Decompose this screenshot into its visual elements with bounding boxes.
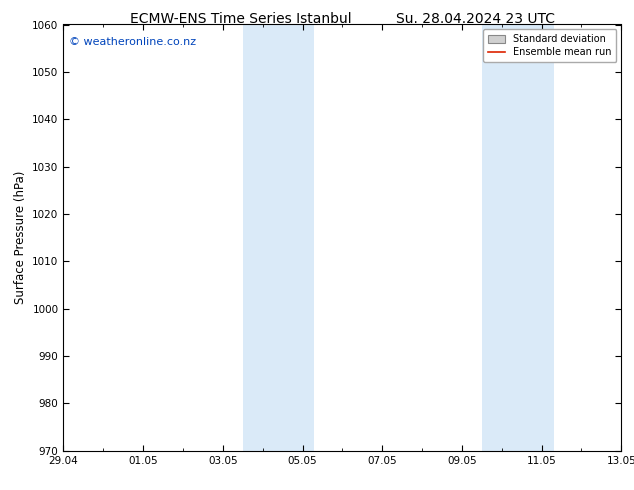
Text: Su. 28.04.2024 23 UTC: Su. 28.04.2024 23 UTC (396, 12, 555, 26)
Bar (482, 24, 553, 451)
Text: © weatheronline.co.nz: © weatheronline.co.nz (69, 37, 196, 48)
Text: ECMW-ENS Time Series Istanbul: ECMW-ENS Time Series Istanbul (130, 12, 352, 26)
Y-axis label: Surface Pressure (hPa): Surface Pressure (hPa) (14, 171, 27, 304)
Bar (243, 24, 314, 451)
Legend: Standard deviation, Ensemble mean run: Standard deviation, Ensemble mean run (483, 29, 616, 62)
